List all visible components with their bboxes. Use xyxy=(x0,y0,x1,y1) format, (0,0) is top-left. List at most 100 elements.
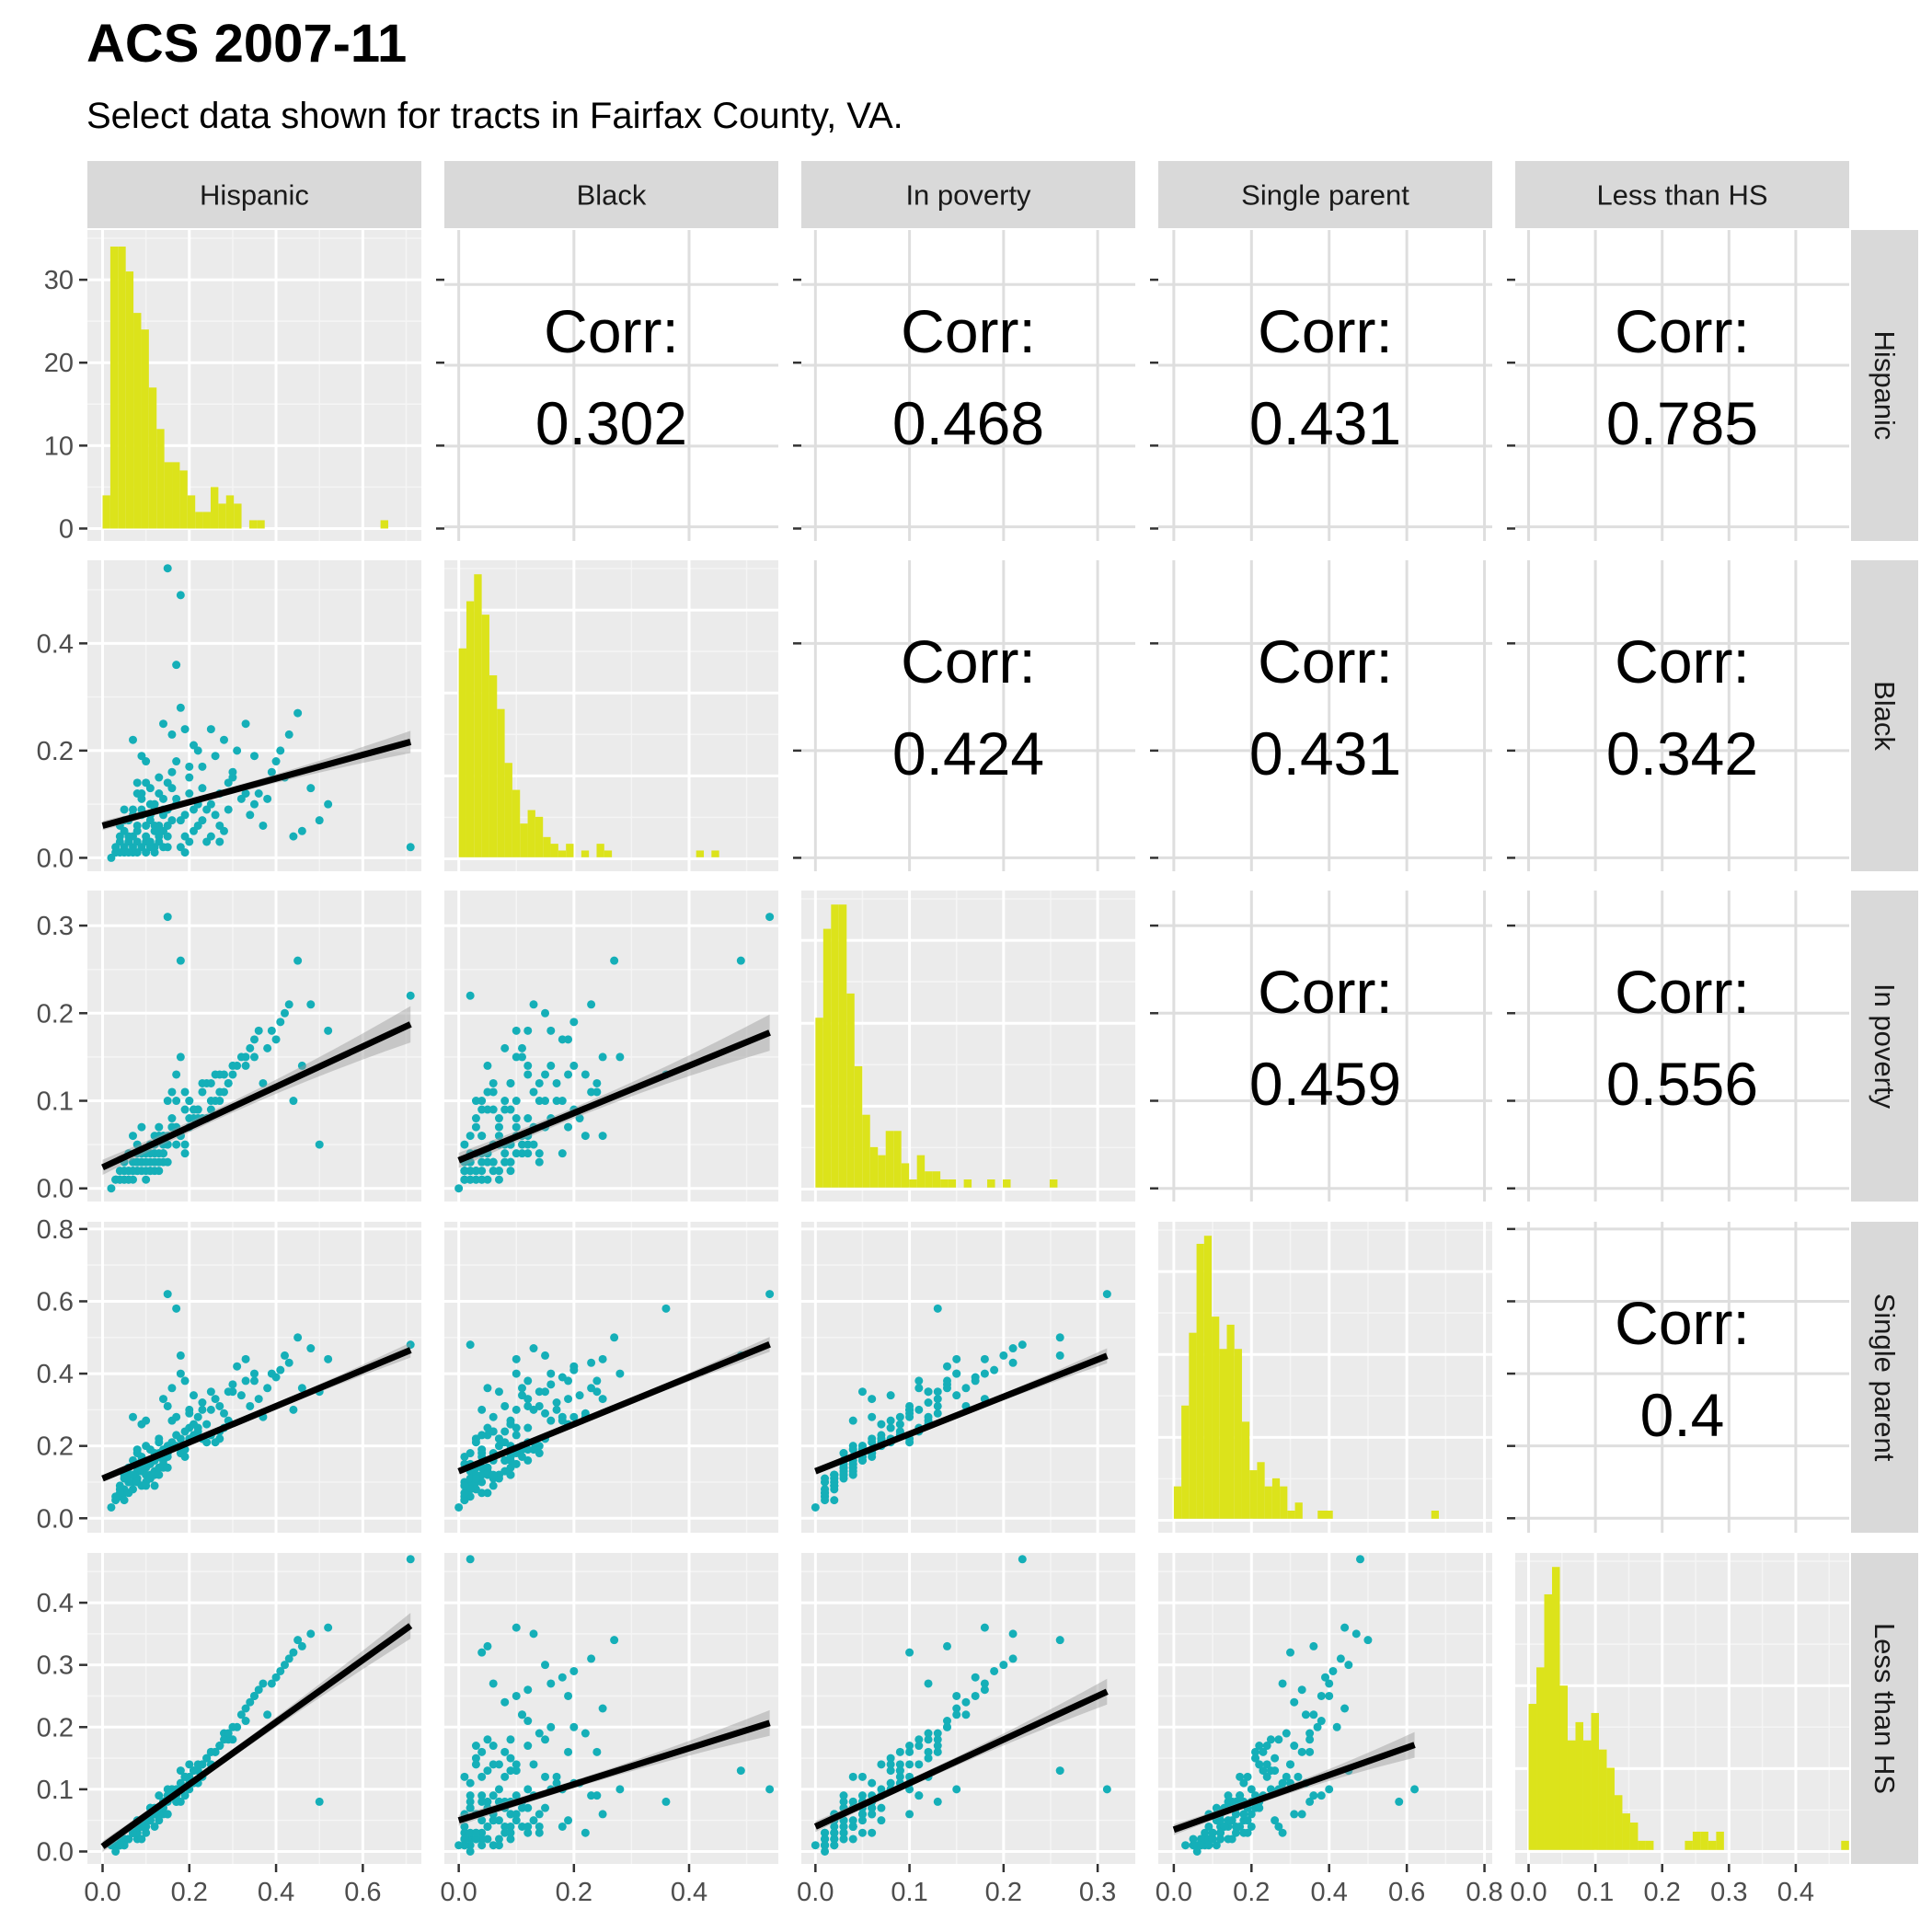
y-tick-label: 0.4 xyxy=(37,1360,74,1389)
scatter-point xyxy=(1271,1766,1280,1776)
scatter-point xyxy=(233,1362,242,1371)
scatter-point xyxy=(471,1760,480,1769)
histogram-bar xyxy=(1692,1831,1701,1850)
scatter-point xyxy=(1196,1841,1205,1850)
scatter-point xyxy=(868,1828,877,1837)
scatter-point xyxy=(1231,1828,1240,1837)
corr-value: 0.4 xyxy=(1640,1381,1725,1449)
scatter-point xyxy=(535,1810,544,1819)
scatter-point xyxy=(839,1828,848,1837)
scatter-point xyxy=(558,1673,567,1682)
scatter-point xyxy=(284,1654,293,1663)
scatter-point xyxy=(163,843,172,852)
scatter-point xyxy=(489,1760,498,1769)
scatter-point xyxy=(506,1834,515,1844)
scatter-point xyxy=(1259,1747,1268,1756)
scatter-point xyxy=(1236,1772,1245,1781)
scatter-point xyxy=(552,1405,561,1414)
scatter-point xyxy=(598,1052,607,1062)
scatter-point xyxy=(598,1810,607,1819)
scatter-point xyxy=(1325,1785,1334,1794)
scatter-point xyxy=(1239,1828,1248,1837)
corr-value: 0.785 xyxy=(1606,389,1758,457)
scatter-point xyxy=(1055,1333,1064,1342)
y-tick-label: 0.2 xyxy=(37,737,74,766)
scatter-point xyxy=(176,591,185,600)
scatter-point xyxy=(460,1175,469,1184)
histogram-bar xyxy=(118,247,126,529)
scatter-point xyxy=(512,1760,521,1769)
scatter-point xyxy=(980,1623,989,1632)
scatter-point xyxy=(129,1470,137,1479)
scatter-point xyxy=(512,1149,521,1158)
x-tick-label: 0.1 xyxy=(1577,1878,1614,1907)
scatter-point xyxy=(466,1778,475,1788)
scatter-point xyxy=(523,1445,533,1455)
scatter-point xyxy=(107,1502,116,1512)
histogram-bar xyxy=(1841,1840,1849,1850)
histogram-bar xyxy=(1181,1405,1190,1519)
x-tick-label: 0.0 xyxy=(84,1878,121,1907)
histogram-bar xyxy=(558,850,567,857)
scatter-point xyxy=(529,1140,538,1149)
scatter-point xyxy=(500,1772,510,1781)
column-strip-label-hispanic: Hispanic xyxy=(200,179,309,212)
scatter-point xyxy=(241,719,250,729)
scatter-point xyxy=(564,1395,573,1404)
scatter-point xyxy=(202,1420,212,1429)
scatter-point xyxy=(115,1167,124,1176)
scatter-point xyxy=(886,1754,895,1763)
scatter-point xyxy=(1189,1834,1198,1844)
scatter-point xyxy=(289,1648,298,1657)
scatter-point xyxy=(132,826,142,835)
scatter-point xyxy=(129,1167,137,1176)
scatter-point xyxy=(185,789,194,798)
histogram-bar xyxy=(1219,1349,1227,1519)
scatter-point xyxy=(564,1816,573,1825)
scatter-point xyxy=(886,1760,895,1769)
scatter-point xyxy=(895,1766,904,1776)
scatter-point xyxy=(215,1070,224,1079)
scatter-point xyxy=(971,1691,980,1700)
scatter-point xyxy=(558,1412,567,1421)
scatter-point xyxy=(839,1463,848,1472)
scatter-point xyxy=(1220,1822,1229,1831)
scatter-point xyxy=(172,1797,181,1806)
scatter-point xyxy=(546,1416,556,1425)
scatter-point xyxy=(406,991,415,1000)
scatter-point xyxy=(1262,1760,1271,1769)
scatter-point xyxy=(489,1105,498,1114)
scatter-point xyxy=(180,1140,190,1149)
scatter-point xyxy=(598,1395,607,1404)
scatter-point xyxy=(172,1140,181,1149)
scatter-point xyxy=(137,752,146,761)
scatter-point xyxy=(952,1785,961,1794)
scatter-point xyxy=(228,1722,237,1731)
scatter-point xyxy=(886,1391,895,1400)
scatter-point xyxy=(263,1384,272,1393)
scatter-point xyxy=(535,1828,544,1837)
scatter-point xyxy=(163,564,172,573)
y-tick-label: 0.0 xyxy=(37,1504,74,1534)
scatter-point xyxy=(952,1691,961,1700)
scatter-point xyxy=(180,848,190,857)
histogram-bar xyxy=(1431,1511,1439,1519)
scatter-point xyxy=(494,1122,503,1132)
scatter-point xyxy=(124,848,133,857)
scatter-point xyxy=(1231,1810,1240,1819)
scatter-point xyxy=(466,1791,475,1800)
scatter-point xyxy=(830,1474,839,1483)
corr-label: Corr: xyxy=(901,627,1036,696)
scatter-point xyxy=(145,837,155,846)
scatter-point xyxy=(1196,1834,1205,1844)
scatter-point xyxy=(176,1369,185,1378)
scatter-point xyxy=(206,1747,215,1756)
scatter-point xyxy=(494,1841,503,1850)
scatter-point xyxy=(155,1167,164,1176)
panel-black-vs-less-than-hs xyxy=(1515,560,1849,871)
histogram-bar xyxy=(916,1155,926,1188)
scatter-point xyxy=(155,826,164,835)
scatter-point xyxy=(406,1340,415,1350)
scatter-point xyxy=(615,1785,625,1794)
scatter-point xyxy=(839,1449,848,1458)
